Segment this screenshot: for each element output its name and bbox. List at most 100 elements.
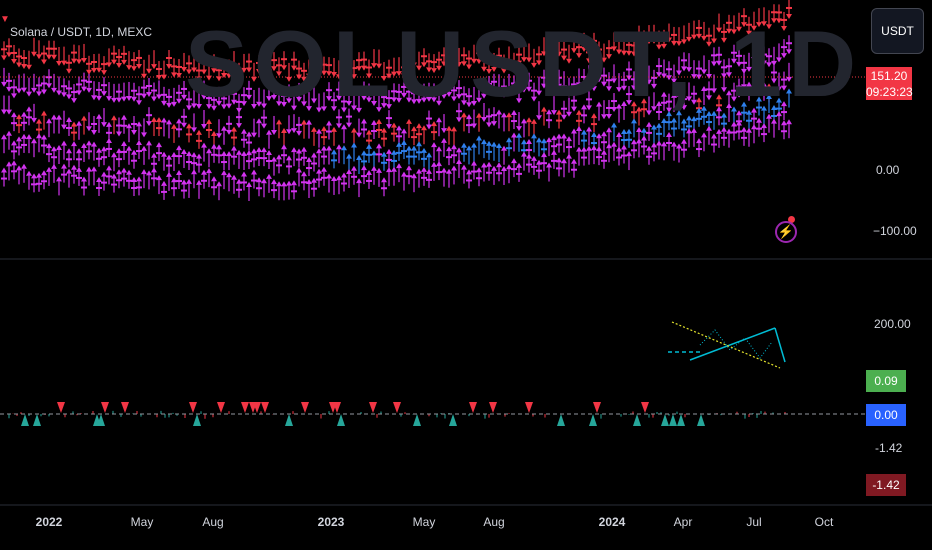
signal-down-arrow bbox=[706, 95, 712, 101]
signal-up-arrow bbox=[611, 122, 617, 128]
signal-down-arrow bbox=[386, 124, 392, 130]
signal-up-arrow bbox=[751, 107, 757, 113]
signal-down-arrow bbox=[181, 66, 187, 72]
signal-up-arrow bbox=[391, 122, 397, 128]
signal-up-arrow bbox=[221, 125, 227, 131]
signal-up-arrow bbox=[636, 106, 642, 112]
signal-down-arrow bbox=[616, 49, 622, 55]
signal-up-arrow bbox=[316, 148, 322, 154]
signal-up-arrow bbox=[396, 125, 402, 131]
signal-up-arrow bbox=[656, 122, 662, 128]
signal-down-arrow bbox=[731, 58, 737, 64]
lightning-bolt-icon[interactable]: ⚡ bbox=[775, 221, 797, 243]
current-price-tag[interactable]: 151.20 09:23:23 bbox=[866, 67, 913, 100]
signal-up-arrow bbox=[466, 114, 472, 120]
signal-up-arrow bbox=[261, 178, 267, 184]
signal-down-arrow bbox=[251, 103, 257, 109]
signal-down-arrow bbox=[241, 101, 247, 107]
signal-down-arrow bbox=[201, 124, 207, 130]
signal-down-arrow bbox=[756, 22, 762, 28]
signal-up-arrow bbox=[436, 146, 442, 152]
signal-down-arrow bbox=[556, 51, 562, 57]
signal-up-arrow bbox=[496, 109, 502, 115]
signal-down-arrow bbox=[271, 66, 277, 72]
signal-up-arrow bbox=[241, 151, 247, 157]
signal-up-arrow bbox=[596, 146, 602, 152]
signal-down-arrow bbox=[286, 98, 292, 104]
signal-up-arrow bbox=[461, 112, 467, 118]
signal-up-arrow bbox=[711, 133, 717, 139]
signal-down-arrow bbox=[236, 123, 242, 129]
signal-down-arrow bbox=[451, 65, 457, 71]
signal-up-arrow bbox=[706, 125, 712, 131]
signal-up-arrow bbox=[86, 140, 92, 146]
signal-up-arrow bbox=[56, 145, 62, 151]
currency-button[interactable]: USDT bbox=[871, 8, 924, 54]
signal-down-arrow bbox=[56, 61, 62, 67]
signal-down-arrow bbox=[336, 95, 342, 101]
signal-up-arrow bbox=[486, 140, 492, 146]
signal-down-arrow bbox=[191, 103, 197, 109]
signal-up-arrow bbox=[651, 124, 657, 130]
signal-up-arrow bbox=[251, 148, 257, 154]
signal-up-arrow bbox=[166, 171, 172, 177]
signal-down-arrow bbox=[171, 72, 177, 78]
signal-down-arrow bbox=[771, 78, 777, 84]
signal-down-arrow bbox=[521, 57, 527, 63]
signal-down-arrow bbox=[206, 104, 212, 110]
signal-up-arrow bbox=[176, 145, 182, 151]
signal-up-arrow bbox=[186, 123, 192, 129]
buy-triangle bbox=[413, 414, 421, 426]
signal-up-arrow bbox=[621, 100, 627, 106]
signal-down-arrow bbox=[261, 123, 267, 129]
signal-up-arrow bbox=[126, 145, 132, 151]
signal-up-arrow bbox=[71, 164, 77, 170]
signal-down-arrow bbox=[86, 126, 92, 132]
signal-up-arrow bbox=[406, 118, 412, 124]
signal-up-arrow bbox=[661, 141, 667, 147]
signal-down-arrow bbox=[141, 93, 147, 99]
signal-up-arrow bbox=[36, 118, 42, 124]
signal-up-arrow bbox=[646, 145, 652, 151]
signal-up-arrow bbox=[676, 91, 682, 97]
signal-down-arrow bbox=[316, 107, 322, 113]
signal-down-arrow bbox=[321, 106, 327, 112]
current-price-value: 151.20 bbox=[870, 69, 908, 83]
signal-up-arrow bbox=[641, 135, 647, 141]
signal-down-arrow bbox=[16, 88, 22, 94]
signal-down-arrow bbox=[161, 74, 167, 80]
signal-down-arrow bbox=[266, 96, 272, 102]
signal-down-arrow bbox=[616, 87, 622, 93]
signal-down-arrow bbox=[1, 55, 7, 61]
signal-up-arrow bbox=[96, 113, 102, 119]
signal-up-arrow bbox=[411, 126, 417, 132]
signal-up-arrow bbox=[696, 107, 702, 113]
signal-up-arrow bbox=[501, 165, 507, 171]
time-label-may-2023: May bbox=[412, 515, 436, 529]
signal-down-arrow bbox=[451, 96, 457, 102]
signal-down-arrow bbox=[671, 78, 677, 84]
signal-up-arrow bbox=[741, 126, 747, 132]
signal-up-arrow bbox=[666, 131, 672, 137]
signal-up-arrow bbox=[746, 127, 752, 133]
signal-down-arrow bbox=[666, 75, 672, 81]
signal-up-arrow bbox=[171, 152, 177, 158]
signal-down-arrow bbox=[246, 67, 252, 73]
signal-up-arrow bbox=[41, 134, 47, 140]
symbol-title[interactable]: Solana / USDT, 1D, MEXC bbox=[10, 25, 153, 39]
signal-down-arrow bbox=[656, 72, 662, 78]
signal-up-arrow bbox=[461, 164, 467, 170]
signal-down-arrow bbox=[196, 104, 202, 110]
signal-up-arrow bbox=[476, 112, 482, 118]
signal-up-arrow bbox=[201, 169, 207, 175]
indicator-pane bbox=[8, 321, 786, 426]
signal-down-arrow bbox=[441, 93, 447, 99]
signal-up-arrow bbox=[171, 123, 177, 129]
time-label-aug-2022: Aug bbox=[202, 515, 224, 529]
signal-up-arrow bbox=[546, 109, 552, 115]
signal-up-arrow bbox=[576, 146, 582, 152]
signal-up-arrow bbox=[491, 165, 497, 171]
signal-up-arrow bbox=[726, 90, 732, 96]
signal-down-arrow bbox=[781, 53, 787, 59]
